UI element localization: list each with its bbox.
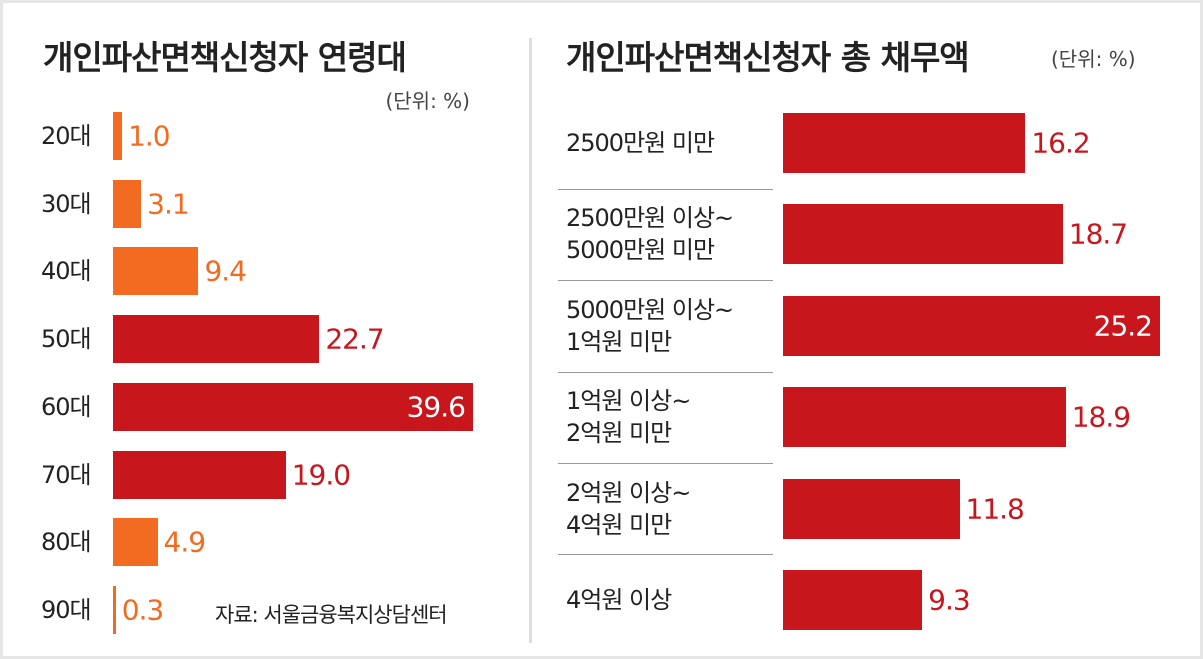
category-label: 2500만원 미만 [566, 129, 715, 157]
bar [113, 315, 320, 364]
bar [783, 204, 1063, 265]
category-label: 2500만원 이상~ 5000만원 미만 [566, 204, 734, 265]
unit: (단위: %) [385, 89, 470, 113]
value-label: 18.7 [1068, 217, 1128, 251]
divider [529, 38, 532, 643]
category-label: 70대 [41, 460, 92, 489]
value-label: 11.8 [965, 492, 1025, 526]
bar [113, 179, 142, 228]
value-label: 9.4 [204, 254, 247, 288]
bar [783, 295, 1160, 356]
category-label: 80대 [41, 528, 92, 557]
category-label: 30대 [41, 189, 92, 218]
value-label: 16.2 [1031, 126, 1090, 160]
category-label: 4억원 이상 [566, 586, 672, 614]
value-label: 0.3 [121, 593, 165, 627]
category-label: 50대 [41, 325, 92, 354]
value-label: 39.6 [406, 390, 466, 424]
value-label: 4.9 [163, 525, 207, 559]
row-separator [558, 462, 773, 464]
row-separator [558, 280, 773, 282]
chart-title: 개인파산면책신청자 연령대 [43, 38, 407, 77]
bar [113, 112, 123, 160]
value-label: 22.7 [325, 322, 384, 356]
bar [113, 247, 199, 296]
bar [783, 570, 923, 630]
category-label: 1억원 이상~ 2억원 미만 [566, 387, 691, 448]
category-label: 40대 [41, 257, 92, 286]
row-separator [558, 554, 773, 556]
unit: (단위: %) [1051, 47, 1136, 71]
row-separator [558, 188, 773, 190]
category-label: 20대 [41, 122, 92, 150]
value-label: 1.0 [128, 119, 171, 153]
category-label: 90대 [41, 595, 92, 624]
value-label: 18.9 [1071, 400, 1131, 434]
bar [113, 382, 473, 431]
value-label: 25.2 [1093, 309, 1153, 343]
bar [783, 478, 960, 539]
value-label: 19.0 [291, 458, 351, 491]
bar [113, 585, 116, 634]
bar [783, 387, 1066, 448]
category-label: 60대 [41, 392, 92, 421]
category-label: 5000만원 이상~ 1억원 미만 [566, 295, 734, 356]
category-label: 2억원 이상~ 4억원 미만 [566, 478, 691, 539]
bar [113, 450, 286, 499]
chart-title: 개인파산면책신청자 총 채무액 [566, 38, 970, 77]
value-label: 9.3 [928, 583, 971, 617]
value-label: 3.1 [147, 187, 190, 221]
bar [113, 518, 158, 567]
bar [783, 113, 1026, 173]
source: 자료: 서울금융복지상담센터 [215, 603, 448, 627]
row-separator [558, 371, 773, 373]
